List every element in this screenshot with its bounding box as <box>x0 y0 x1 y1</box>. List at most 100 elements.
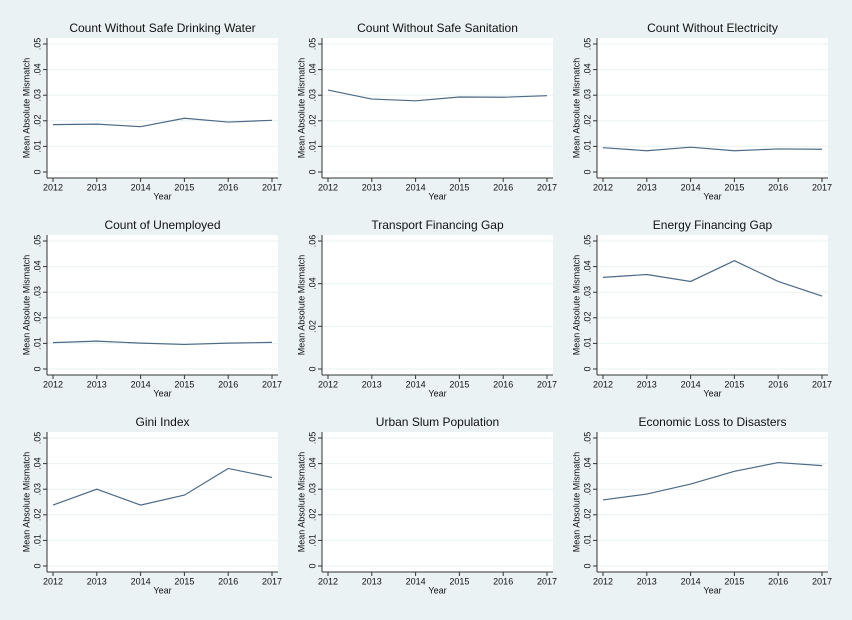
data-line <box>327 89 548 102</box>
y-tick-label: 0 <box>307 563 317 568</box>
chart-title: Economic Loss to Disasters <box>638 415 786 429</box>
x-tick-label: 2017 <box>537 379 557 389</box>
y-axis-label: Mean Absolute Mismatch <box>571 58 581 159</box>
y-tick-label: 0 <box>582 563 592 568</box>
x-tick-label: 2012 <box>43 576 63 586</box>
x-tick-label: 2016 <box>218 182 238 192</box>
y-tick-label: 0 <box>582 169 592 174</box>
x-axis-label: Year <box>428 388 446 398</box>
y-tick-label: .02 <box>32 115 42 128</box>
y-tick-label: .04 <box>582 63 592 76</box>
x-tick-label: 2017 <box>812 576 832 586</box>
y-tick-label: .01 <box>582 140 592 153</box>
plot-area <box>322 432 553 572</box>
x-tick-label: 2016 <box>493 379 513 389</box>
y-tick-label: .03 <box>32 89 42 102</box>
x-tick-label: 2016 <box>218 379 238 389</box>
x-tick-label: 2013 <box>87 182 107 192</box>
panel: 0 .01 .02 .03 .04 .05 2012 2013 2014 2015 2016 2017… <box>21 21 282 201</box>
y-tick-label: .04 <box>582 260 592 273</box>
x-tick-label: 2014 <box>406 576 426 586</box>
y-axis-label: Mean Absolute Mismatch <box>21 58 31 159</box>
y-tick-label: .01 <box>582 534 592 547</box>
x-tick-label: 2017 <box>537 576 557 586</box>
y-tick-label: .04 <box>32 457 42 470</box>
y-tick-label: .04 <box>307 63 317 76</box>
y-tick-label: .04 <box>32 260 42 273</box>
y-tick-label: 0 <box>582 366 592 371</box>
x-axis-label: Year <box>703 585 721 595</box>
panel: 0 .01 .02 .03 .04 .05 2012 2013 2014 2015 2016 2017… <box>21 218 282 398</box>
y-tick-label: .01 <box>32 337 42 350</box>
x-tick-label: 2015 <box>174 182 194 192</box>
y-tick-label: 0 <box>32 169 42 174</box>
data-line <box>602 461 823 501</box>
y-tick-label: .05 <box>32 432 42 445</box>
x-tick-label: 2015 <box>724 576 744 586</box>
y-tick-label: .01 <box>307 534 317 547</box>
y-tick-label: .02 <box>582 312 592 325</box>
x-tick-label: 2015 <box>449 182 469 192</box>
x-tick-label: 2014 <box>681 182 701 192</box>
chart-title: Urban Slum Population <box>376 415 499 429</box>
y-tick-label: .01 <box>582 337 592 350</box>
plot-area <box>597 235 828 375</box>
y-tick-label: .03 <box>307 483 317 496</box>
x-axis-label: Year <box>428 585 446 595</box>
x-tick-label: 2015 <box>449 576 469 586</box>
data-line <box>602 260 823 297</box>
y-tick-label: .06 <box>307 235 317 248</box>
x-tick-label: 2017 <box>262 379 282 389</box>
y-tick-label: .03 <box>32 483 42 496</box>
x-tick-label: 2015 <box>724 182 744 192</box>
x-tick-label: 2014 <box>681 576 701 586</box>
x-tick-label: 2013 <box>637 379 657 389</box>
x-tick-label: 2016 <box>768 576 788 586</box>
x-tick-label: 2017 <box>262 576 282 586</box>
x-tick-label: 2017 <box>262 182 282 192</box>
y-tick-label: 0 <box>307 366 317 371</box>
data-line <box>52 117 273 128</box>
x-axis-label: Year <box>703 388 721 398</box>
x-tick-label: 2017 <box>537 182 557 192</box>
x-tick-label: 2013 <box>362 379 382 389</box>
data-line <box>52 340 273 346</box>
x-tick-label: 2014 <box>406 379 426 389</box>
y-tick-label: .03 <box>582 89 592 102</box>
panel: 0 .01 .02 .03 .04 .05 2012 2013 2014 2015 2016 2017… <box>296 21 557 201</box>
x-axis-label: Year <box>153 388 171 398</box>
y-tick-label: .02 <box>582 509 592 522</box>
chart-title: Gini Index <box>135 415 189 429</box>
x-tick-label: 2012 <box>318 182 338 192</box>
x-tick-label: 2013 <box>87 379 107 389</box>
plot-area <box>597 432 828 572</box>
y-tick-label: .02 <box>307 320 317 333</box>
x-tick-label: 2015 <box>174 379 194 389</box>
y-tick-label: .05 <box>32 38 42 51</box>
x-tick-label: 2012 <box>593 182 613 192</box>
y-axis-label: Mean Absolute Mismatch <box>296 58 306 159</box>
y-tick-label: .02 <box>32 312 42 325</box>
y-axis-label: Mean Absolute Mismatch <box>296 255 306 356</box>
panel: 0 .01 .02 .03 .04 .05 2012 2013 2014 2015 2016 2017… <box>296 415 557 595</box>
y-tick-label: .02 <box>32 509 42 522</box>
x-tick-label: 2014 <box>131 576 151 586</box>
y-tick-label: .04 <box>307 277 317 290</box>
x-axis-label: Year <box>153 191 171 201</box>
x-axis-label: Year <box>153 585 171 595</box>
x-tick-label: 2014 <box>406 182 426 192</box>
y-tick-label: .05 <box>582 432 592 445</box>
plot-area <box>47 235 278 375</box>
x-axis-label: Year <box>703 191 721 201</box>
x-tick-label: 2017 <box>812 379 832 389</box>
x-tick-label: 2014 <box>131 182 151 192</box>
y-tick-label: .01 <box>307 140 317 153</box>
y-tick-label: .04 <box>32 63 42 76</box>
x-tick-label: 2013 <box>87 576 107 586</box>
x-tick-label: 2012 <box>593 576 613 586</box>
y-tick-label: .03 <box>582 483 592 496</box>
y-tick-label: .04 <box>307 457 317 470</box>
plot-area <box>47 432 278 572</box>
